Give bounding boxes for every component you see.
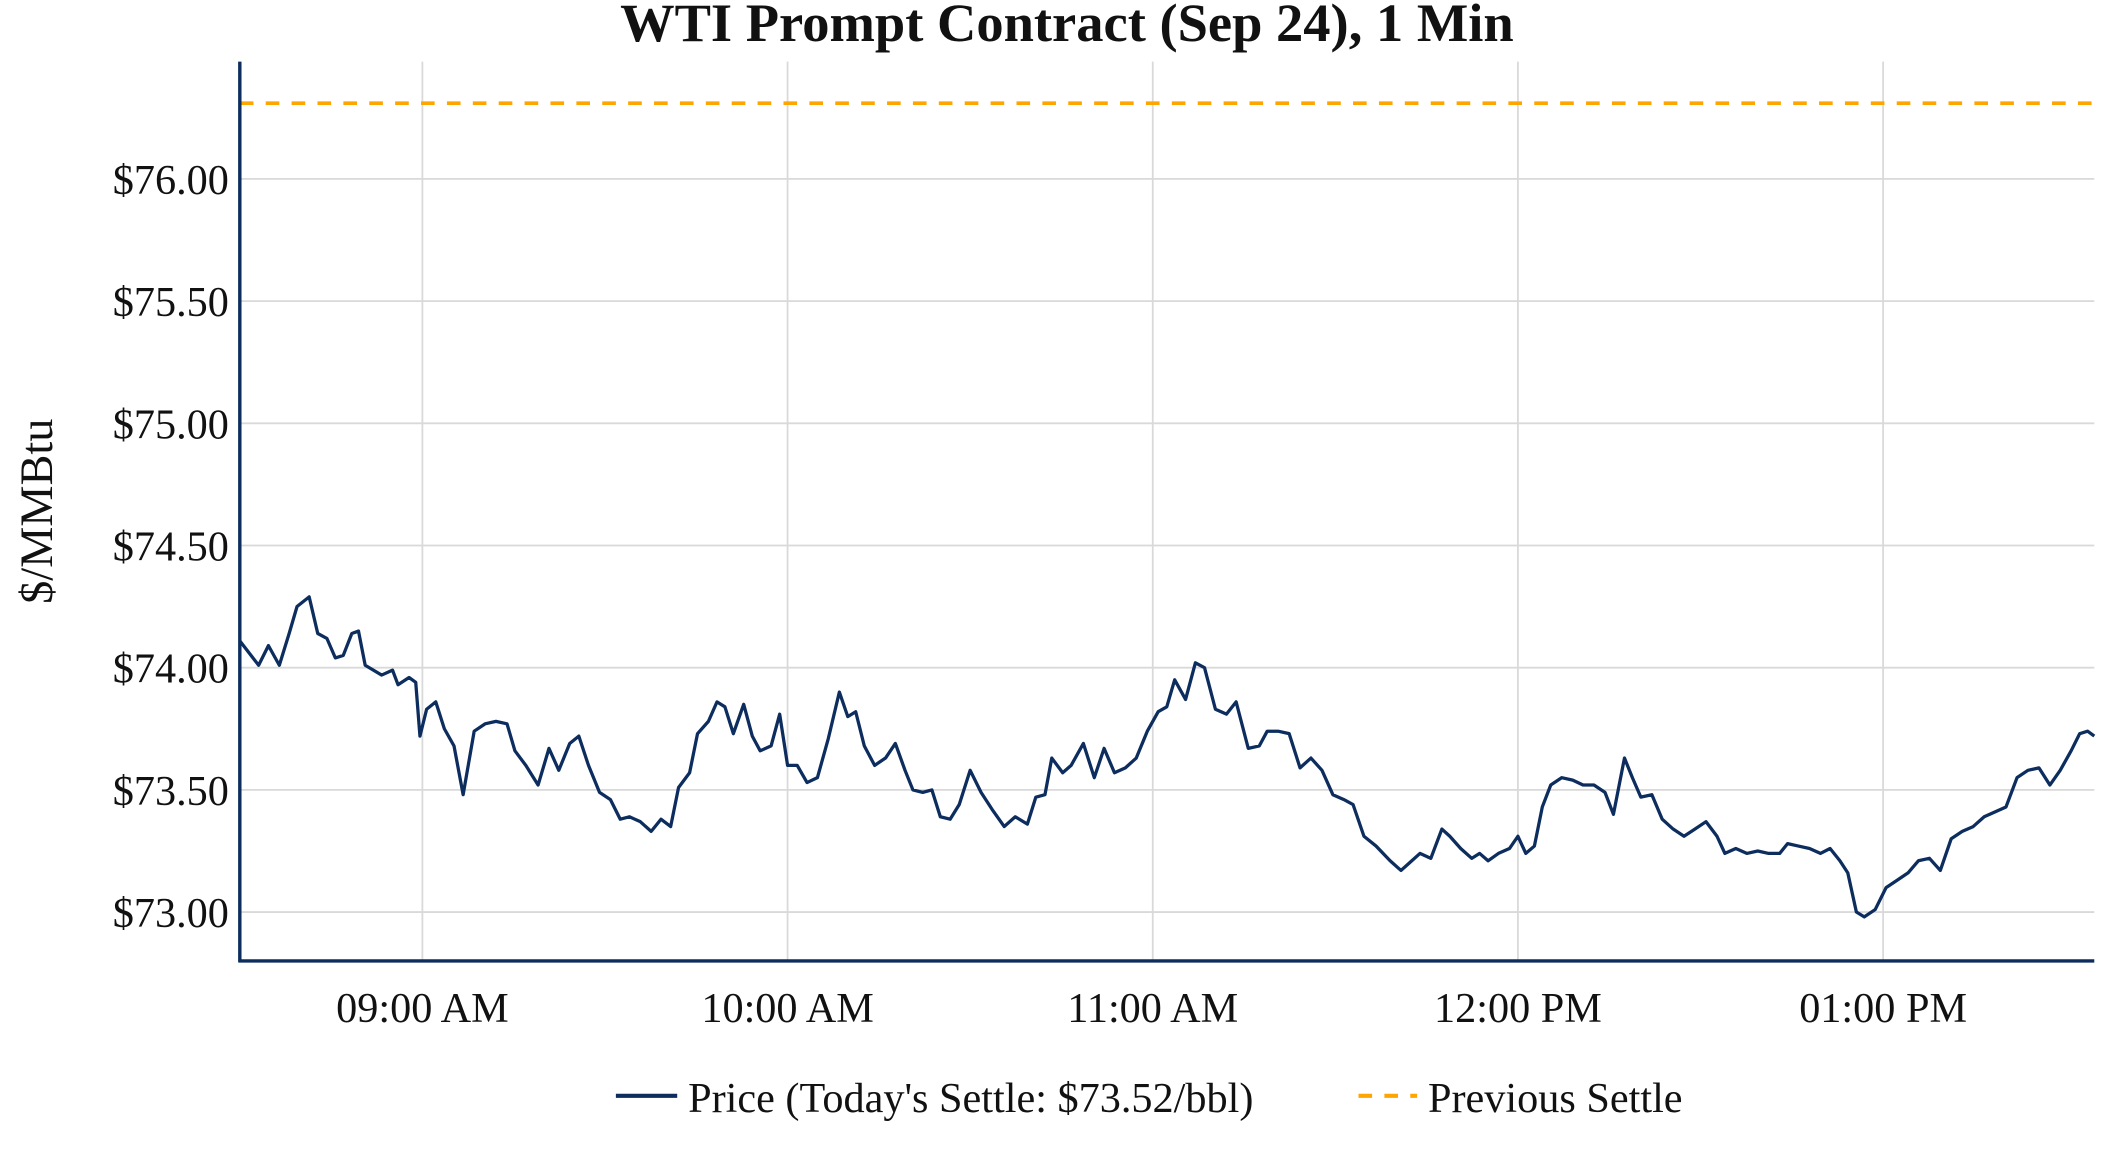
y-tick-label: $75.50	[113, 279, 229, 326]
y-tick-labels: $73.00 $73.50 $74.00 $74.50 $75.00 $75.50 $76.…	[113, 157, 229, 937]
legend-item-price[interactable]: Price (Today's Settle: $73.52/bbl)	[615, 1075, 1254, 1122]
y-tick-label: $74.50	[113, 523, 229, 570]
legend-price-label: Price (Today's Settle: $73.52/bbl)	[688, 1075, 1253, 1122]
grid-lines	[239, 61, 2095, 961]
x-tick-label: 09:00 AM	[336, 985, 508, 1032]
y-tick-label: $74.00	[113, 646, 229, 693]
price-series-line	[238, 595, 2096, 919]
y-tick-label: $76.00	[113, 157, 229, 204]
x-tick-label: 10:00 AM	[701, 985, 873, 1032]
legend: Price (Today's Settle: $73.52/bbl) Previ…	[615, 1075, 1683, 1122]
x-tick-labels: 09:00 AM 10:00 AM 11:00 AM 12:00 PM 01:00 PM	[336, 985, 1967, 1032]
x-tick-label: 01:00 PM	[1799, 985, 1967, 1032]
y-tick-label: $73.00	[113, 890, 229, 937]
x-tick-label: 11:00 AM	[1067, 985, 1238, 1032]
y-tick-label: $75.00	[113, 401, 229, 448]
legend-previous-settle-label: Previous Settle	[1428, 1075, 1683, 1122]
chart-title: WTI Prompt Contract (Sep 24), 1 Min	[620, 0, 1514, 53]
x-tick-label: 12:00 PM	[1434, 985, 1602, 1032]
y-axis-label: $/MMBtu	[12, 419, 63, 604]
y-tick-label: $73.50	[113, 768, 229, 815]
legend-item-previous-settle[interactable]: Previous Settle	[1358, 1075, 1683, 1122]
